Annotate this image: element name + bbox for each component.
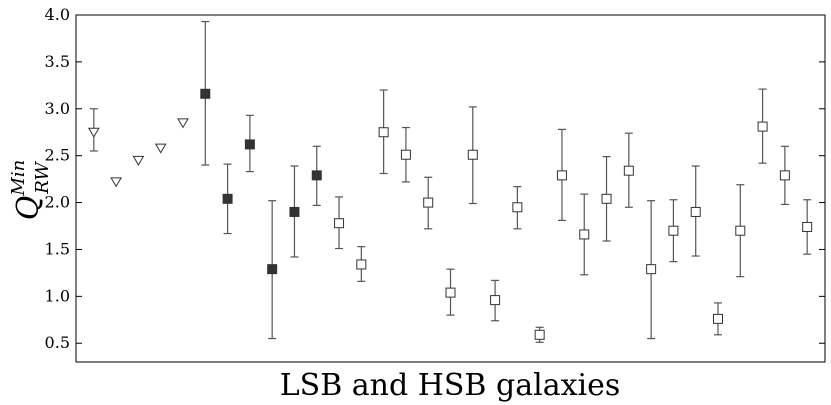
triangle-marker <box>87 127 100 138</box>
filled-square-marker <box>267 264 278 275</box>
data-points <box>87 88 813 340</box>
open-square-marker <box>757 121 768 132</box>
open-square-marker <box>601 193 612 204</box>
y-tick-label: 1.5 <box>45 239 70 258</box>
filled-square-marker <box>311 170 322 181</box>
open-square-marker <box>534 329 545 340</box>
open-square-marker <box>713 313 723 324</box>
open-square-marker <box>445 287 456 298</box>
open-square-marker <box>623 165 634 176</box>
triangle-marker <box>177 118 189 129</box>
filled-square-marker <box>222 193 233 204</box>
open-square-marker <box>334 218 345 229</box>
y-axis-label: QMin RW <box>8 160 53 220</box>
open-square-marker <box>579 229 590 240</box>
filled-square-marker <box>200 88 211 99</box>
y-tick-label: 2.5 <box>45 146 70 165</box>
x-axis-label: LSB and HSB galaxies <box>280 368 621 403</box>
y-axis-label-main: Q <box>11 196 46 221</box>
open-square-marker <box>802 221 813 232</box>
open-square-marker <box>556 170 567 181</box>
open-square-marker <box>400 149 411 160</box>
triangle-marker <box>110 177 122 188</box>
open-square-marker <box>378 127 389 138</box>
open-square-marker <box>423 197 434 208</box>
open-square-marker <box>356 259 367 270</box>
open-square-marker <box>668 225 679 236</box>
y-axis: 0.5 1.0 1.5 2.0 2.5 3.0 3.5 4.0 <box>45 5 825 352</box>
y-tick-label: 3.0 <box>45 99 70 118</box>
open-square-marker <box>646 264 657 275</box>
y-axis-label-sup: Min <box>8 160 29 197</box>
triangle-marker <box>154 143 167 154</box>
y-tick-label: 2.0 <box>45 193 70 212</box>
y-tick-label: 4.0 <box>45 5 70 24</box>
open-square-marker <box>735 225 746 236</box>
open-square-marker <box>490 295 501 306</box>
y-axis-label-sub: RW <box>32 161 53 195</box>
filled-square-marker <box>244 139 255 150</box>
open-square-marker <box>690 206 701 217</box>
y-tick-label: 1.0 <box>45 286 70 305</box>
y-tick-label: 0.5 <box>45 333 70 352</box>
y-tick-label: 3.5 <box>45 52 70 71</box>
open-square-marker <box>779 170 790 181</box>
triangle-marker <box>132 155 145 166</box>
open-square-marker <box>467 149 478 160</box>
open-square-marker <box>512 202 523 213</box>
filled-square-marker <box>289 206 300 217</box>
